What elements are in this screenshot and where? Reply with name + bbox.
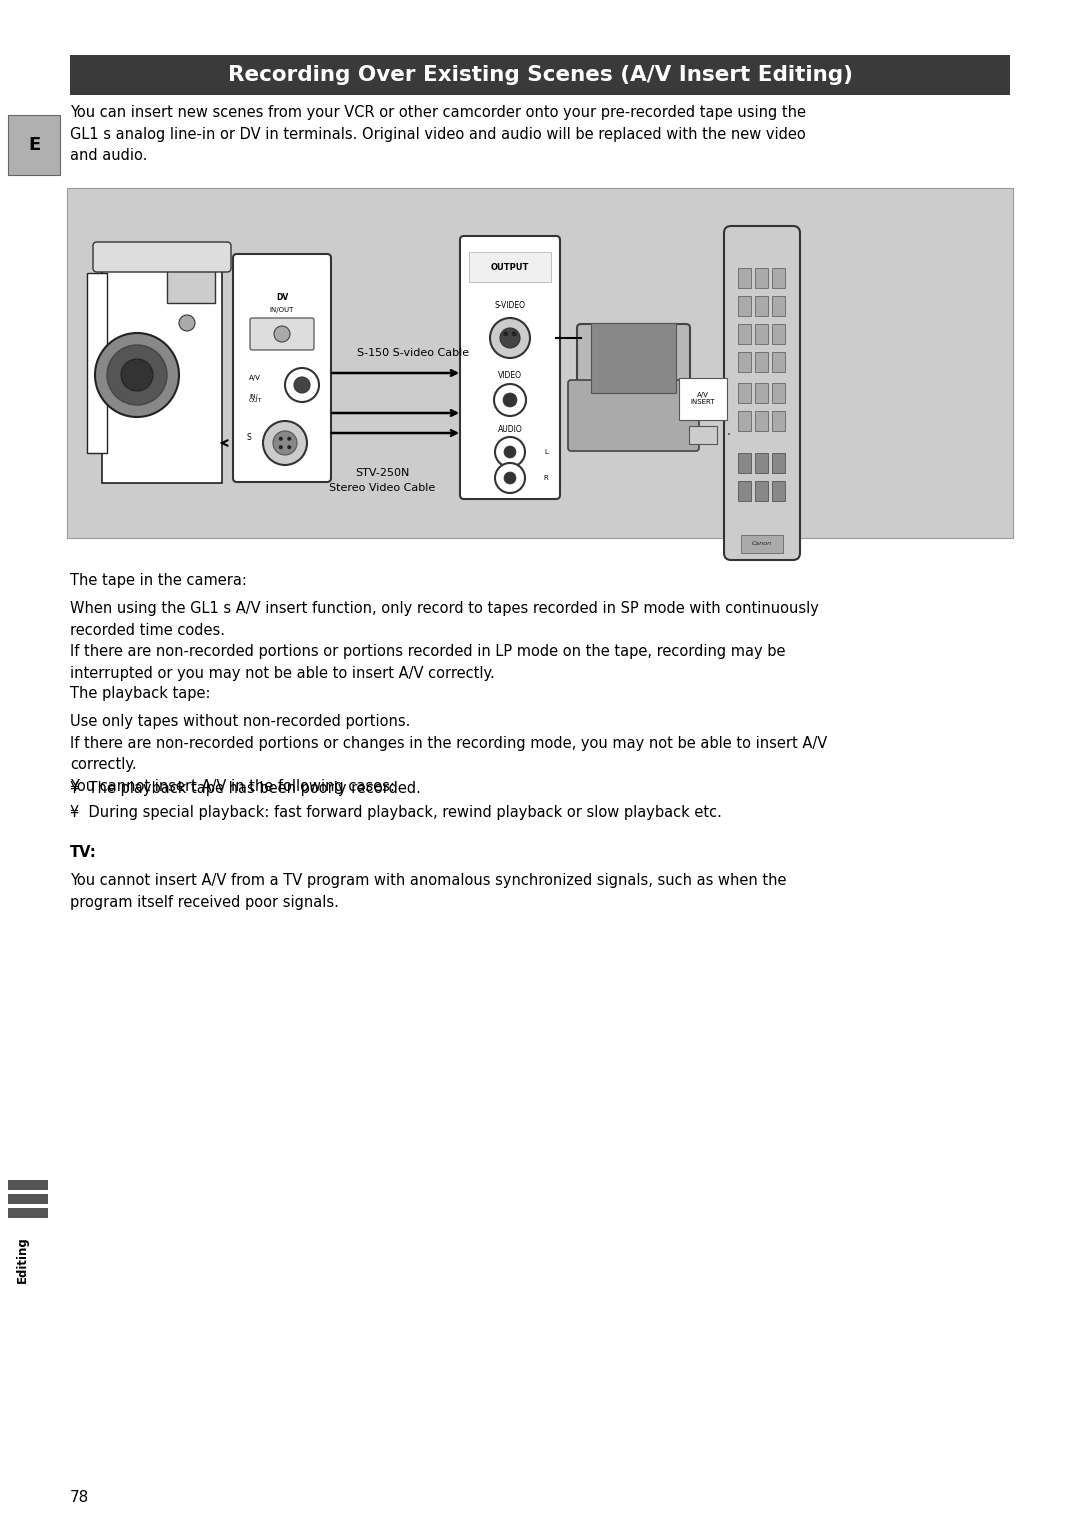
Bar xyxy=(87,273,107,453)
Text: IN/
OUT: IN/ OUT xyxy=(249,394,262,403)
Text: VIDEO: VIDEO xyxy=(498,371,522,380)
FancyBboxPatch shape xyxy=(233,253,330,482)
Bar xyxy=(102,243,222,484)
Bar xyxy=(772,353,785,372)
Bar xyxy=(70,55,1010,95)
Text: S-150 S-video Cable: S-150 S-video Cable xyxy=(357,348,469,359)
Text: L: L xyxy=(544,449,548,455)
Bar xyxy=(772,296,785,316)
Circle shape xyxy=(264,421,307,465)
Text: TV:: TV: xyxy=(70,845,97,861)
Bar xyxy=(689,426,717,444)
Bar xyxy=(8,1209,48,1218)
Circle shape xyxy=(504,446,516,458)
Bar xyxy=(8,1193,48,1204)
Bar xyxy=(8,114,60,175)
Text: You cannot insert A/V from a TV program with anomalous synchronized signals, suc: You cannot insert A/V from a TV program … xyxy=(70,873,786,909)
FancyBboxPatch shape xyxy=(568,380,699,452)
Text: S: S xyxy=(246,433,252,443)
Bar xyxy=(772,410,785,430)
Bar xyxy=(772,383,785,403)
Circle shape xyxy=(274,327,291,342)
Text: Use only tapes without non-recorded portions.
If there are non-recorded portions: Use only tapes without non-recorded port… xyxy=(70,714,827,794)
Circle shape xyxy=(500,328,519,348)
Text: ¥  The playback tape has been poorly recorded.: ¥ The playback tape has been poorly reco… xyxy=(70,781,421,797)
Text: When using the GL1 s A/V insert function, only record to tapes recorded in SP mo: When using the GL1 s A/V insert function… xyxy=(70,601,819,681)
Bar xyxy=(469,252,551,282)
Text: STV-250N: STV-250N xyxy=(355,468,409,478)
FancyBboxPatch shape xyxy=(249,317,314,349)
Bar xyxy=(738,453,751,473)
Bar xyxy=(738,353,751,372)
Bar xyxy=(755,296,768,316)
Text: You can insert new scenes from your VCR or other camcorder onto your pre-recorde: You can insert new scenes from your VCR … xyxy=(70,105,806,163)
Circle shape xyxy=(494,385,526,417)
Bar xyxy=(738,383,751,403)
Text: A/V
INSERT: A/V INSERT xyxy=(691,392,715,406)
Bar xyxy=(755,481,768,501)
Bar xyxy=(67,188,1013,539)
Circle shape xyxy=(512,331,516,336)
Circle shape xyxy=(490,317,530,359)
Text: The playback tape:: The playback tape: xyxy=(70,687,211,700)
Bar xyxy=(755,269,768,288)
Text: 78: 78 xyxy=(70,1491,90,1506)
Circle shape xyxy=(121,359,153,391)
Circle shape xyxy=(495,462,525,493)
Bar xyxy=(755,353,768,372)
Text: S-VIDEO: S-VIDEO xyxy=(495,301,526,310)
Bar xyxy=(738,296,751,316)
Circle shape xyxy=(287,446,292,449)
Circle shape xyxy=(504,472,516,484)
Text: R: R xyxy=(543,475,549,481)
FancyBboxPatch shape xyxy=(577,324,690,447)
Bar xyxy=(772,324,785,343)
Bar xyxy=(679,378,727,420)
Circle shape xyxy=(273,430,297,455)
Bar xyxy=(591,324,676,394)
Circle shape xyxy=(279,436,283,441)
Bar xyxy=(755,453,768,473)
Bar xyxy=(8,1180,48,1190)
Text: E: E xyxy=(28,136,40,154)
Text: Editing: Editing xyxy=(15,1236,28,1283)
Text: OUTPUT: OUTPUT xyxy=(490,262,529,272)
Bar xyxy=(738,324,751,343)
Bar xyxy=(741,536,783,552)
Bar xyxy=(738,481,751,501)
Text: ¥  During special playback: fast forward playback, rewind playback or slow playb: ¥ During special playback: fast forward … xyxy=(70,806,721,819)
Bar xyxy=(772,453,785,473)
FancyBboxPatch shape xyxy=(93,243,231,272)
Bar xyxy=(738,269,751,288)
Text: The tape in the camera:: The tape in the camera: xyxy=(70,572,247,588)
Bar xyxy=(738,410,751,430)
Text: Canon: Canon xyxy=(752,542,772,546)
Circle shape xyxy=(287,436,292,441)
Circle shape xyxy=(279,446,283,449)
Circle shape xyxy=(503,394,517,407)
Text: DV: DV xyxy=(275,293,288,302)
Circle shape xyxy=(503,331,509,336)
Text: AUDIO: AUDIO xyxy=(498,426,523,435)
Circle shape xyxy=(107,345,167,404)
Circle shape xyxy=(179,314,195,331)
Bar xyxy=(755,410,768,430)
Bar xyxy=(755,383,768,403)
Bar xyxy=(755,324,768,343)
Circle shape xyxy=(285,368,319,401)
Circle shape xyxy=(294,377,310,394)
Bar xyxy=(772,481,785,501)
Bar xyxy=(167,269,215,304)
Text: IN/OUT: IN/OUT xyxy=(270,307,294,313)
Text: A/V: A/V xyxy=(249,375,261,382)
Text: Recording Over Existing Scenes (A/V Insert Editing): Recording Over Existing Scenes (A/V Inse… xyxy=(228,66,852,85)
Bar xyxy=(772,269,785,288)
Text: Stereo Video Cable: Stereo Video Cable xyxy=(329,484,435,493)
Circle shape xyxy=(95,333,179,417)
FancyBboxPatch shape xyxy=(460,237,561,499)
FancyBboxPatch shape xyxy=(724,226,800,560)
Circle shape xyxy=(495,436,525,467)
